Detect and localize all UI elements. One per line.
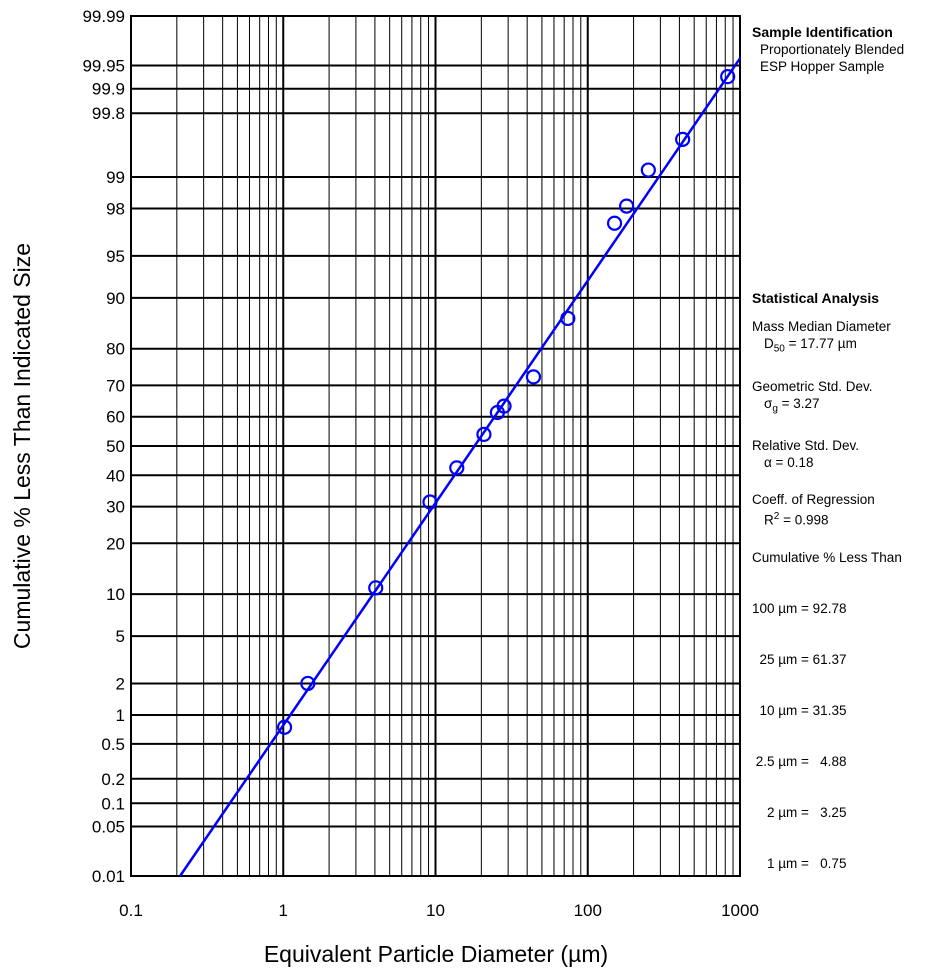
x-tick-labels: 0.1 1 10 100 1000 (119, 901, 759, 920)
data-point (422, 494, 438, 510)
y-tick-label: 60 (106, 408, 125, 427)
gsd-value: = 3.27 (777, 395, 820, 411)
cumulative-line-1: 1 µm = 0.75 (752, 855, 847, 871)
y-tick-label: 0.01 (92, 867, 125, 886)
regression-symbol: R (764, 512, 774, 528)
cumulative-line-2-5: 2.5 µm = 4.88 (752, 753, 847, 769)
y-tick-label: 0.1 (101, 794, 125, 813)
cumulative-list: 100 µm = 92.78 25 µm = 61.37 10 µm = 31.… (752, 566, 902, 906)
x-tick-label: 0.1 (119, 901, 143, 920)
sample-line-2: ESP Hopper Sample (760, 59, 885, 74)
y-tick-labels: 0.01 0.05 0.1 0.2 0.5 1 2 5 10 20 30 40 50 60 70 80 90 95… (82, 7, 125, 886)
mmd-subscript: 50 (773, 343, 785, 355)
plot-frame (130, 15, 741, 877)
gsd-subscript: g (772, 403, 778, 415)
x-tick-label: 1 (279, 901, 288, 920)
y-tick-label: 20 (106, 534, 125, 553)
data-point (606, 215, 623, 231)
y-tick-label: 2 (116, 674, 125, 693)
y-tick-label: 1 (116, 706, 125, 725)
data-point (720, 69, 736, 85)
x-tick-label: 100 (574, 901, 602, 920)
y-tick-label: 99 (106, 168, 125, 187)
mmd-value-row: D50 = 17.77 µm (752, 335, 902, 358)
y-tick-label: 5 (116, 627, 125, 646)
data-point (449, 460, 465, 476)
y-tick-label: 0.2 (101, 770, 125, 789)
cumulative-line-10: 10 µm = 31.35 (752, 702, 847, 718)
grid-lines (130, 15, 741, 877)
regression-line (179, 57, 742, 877)
stats-heading: Statistical Analysis (752, 290, 880, 306)
y-tick-label: 40 (106, 466, 125, 485)
x-axis-title: Equivalent Particle Diameter (µm) (264, 941, 608, 967)
statistical-analysis-panel: Statistical Analysis Mass Median Diamete… (752, 290, 902, 906)
cumulative-line-2: 2 µm = 3.25 (752, 804, 847, 820)
data-point (675, 131, 691, 147)
mmd-value: = 17.77 µm (784, 336, 857, 351)
rsd-label: Relative Std. Dev. (752, 438, 860, 454)
data-layer (179, 57, 742, 877)
y-tick-label: 10 (106, 585, 125, 604)
y-axis-title: Cumulative % Less Than Indicated Size (9, 243, 35, 649)
x-tick-label: 10 (426, 901, 445, 920)
data-point (276, 719, 293, 735)
y-tick-label: 50 (106, 437, 125, 456)
cumulative-line-100: 100 µm = 92.78 (752, 600, 847, 616)
regression-label: Coeff. of Regression (752, 492, 875, 508)
data-point (368, 580, 384, 596)
x-tick-label: 1000 (721, 901, 759, 920)
data-point (640, 162, 656, 178)
y-tick-label: 99.9 (92, 80, 125, 99)
sample-identification-panel: Sample Identification Proportionately Bl… (752, 24, 904, 75)
y-tick-label: 90 (106, 289, 125, 308)
mmd-label: Mass Median Diameter (752, 319, 891, 334)
gsd-label: Geometric Std. Dev. (752, 378, 873, 394)
y-tick-label: 0.05 (92, 817, 125, 836)
rsd-value: α = 0.18 (764, 455, 814, 471)
gsd-symbol: σ (764, 395, 773, 411)
y-tick-label: 0.5 (101, 735, 125, 754)
data-point (496, 398, 512, 414)
data-point (560, 310, 576, 327)
data-point (476, 426, 492, 442)
y-tick-label: 99.8 (92, 104, 125, 123)
cumulative-label: Cumulative % Less Than (752, 549, 902, 565)
data-point (300, 675, 316, 692)
sample-line-1: Proportionately Blended (760, 42, 905, 57)
regression-value-row: R2 = 0.998 (752, 508, 902, 529)
regression-value: = 0.998 (779, 512, 829, 528)
cumulative-line-25: 25 µm = 61.37 (752, 651, 847, 667)
y-tick-label: 95 (106, 247, 125, 266)
y-tick-label: 99.95 (82, 57, 125, 76)
y-tick-label: 99.99 (82, 7, 125, 26)
gsd-value-row: σg = 3.27 (752, 395, 902, 418)
y-tick-label: 98 (106, 200, 125, 219)
sample-heading: Sample Identification (752, 24, 893, 40)
data-point (525, 369, 542, 385)
y-tick-label: 80 (106, 340, 125, 359)
data-point (619, 198, 635, 214)
y-tick-label: 70 (106, 376, 125, 395)
y-tick-label: 30 (106, 498, 125, 517)
regression-superscript: 2 (773, 511, 780, 523)
mmd-symbol: D (764, 336, 774, 351)
